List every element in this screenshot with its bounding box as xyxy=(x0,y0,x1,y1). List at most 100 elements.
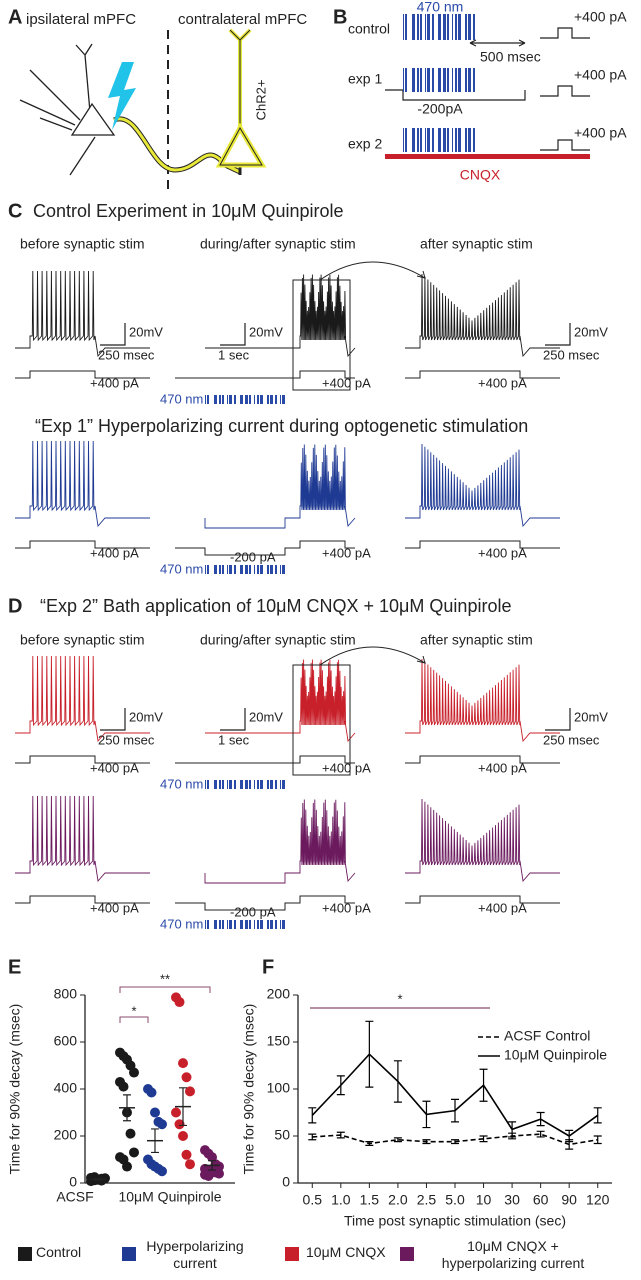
light-pulse xyxy=(432,128,434,152)
error-bar xyxy=(593,1107,602,1124)
scale-bar xyxy=(545,708,571,731)
light-pulse xyxy=(254,565,255,574)
hold-label: -200 pA xyxy=(230,904,276,919)
light-pulse xyxy=(447,128,449,152)
light-pulse xyxy=(227,920,228,929)
voltage-trace xyxy=(405,443,560,528)
x-group-label: ACSF xyxy=(56,1189,93,1205)
current-label: +400 pA xyxy=(574,9,627,25)
step-label: +400 pA xyxy=(478,375,527,390)
error-bar xyxy=(479,1135,488,1143)
light-pulse xyxy=(227,780,228,789)
light-pulse xyxy=(427,128,430,152)
y-tick-label: 0 xyxy=(69,1174,77,1190)
current-trace xyxy=(175,895,355,911)
zoom-arrow xyxy=(319,646,426,666)
legend-label: Control xyxy=(36,1244,82,1260)
column-title: during/after synaptic stim xyxy=(200,632,356,648)
light-pulse xyxy=(270,780,273,789)
current-trace xyxy=(405,895,560,904)
light-pulse xyxy=(240,565,243,574)
light-pulse xyxy=(468,128,471,152)
light-pulse xyxy=(455,14,457,40)
light-pulse xyxy=(275,920,277,929)
light-pulse xyxy=(270,565,273,574)
step-label: +400 pA xyxy=(322,375,371,390)
light-pulse xyxy=(260,395,263,404)
x-tick-label: 10 xyxy=(476,1192,492,1208)
light-label: 470 nm xyxy=(160,561,203,576)
sem-bar xyxy=(94,1177,102,1181)
light-pulse xyxy=(417,128,419,152)
light-pulse xyxy=(438,14,441,40)
error-bar xyxy=(365,1020,374,1088)
light-pulse xyxy=(403,68,404,92)
row-label: exp 2 xyxy=(348,136,382,152)
error-bar xyxy=(308,1107,317,1124)
light-pulse xyxy=(458,128,461,152)
data-point xyxy=(174,997,185,1008)
voltage-trace xyxy=(405,273,560,358)
data-point xyxy=(181,1149,192,1160)
light-label: 470 nm xyxy=(160,391,203,406)
scale-label: 250 msec xyxy=(98,732,155,747)
light-pulse xyxy=(458,14,461,40)
light-pulse xyxy=(452,128,453,152)
data-point xyxy=(122,1161,132,1172)
light-pulse xyxy=(280,780,281,789)
light-pulse xyxy=(458,68,461,92)
light-pulse xyxy=(405,68,407,92)
x-tick-label: 1.5 xyxy=(360,1192,380,1208)
zoom-arrow xyxy=(319,261,426,281)
light-pulse xyxy=(267,565,269,574)
column-title: after synaptic stim xyxy=(420,236,533,252)
light-pulse xyxy=(207,780,209,789)
legend-label: ACSF Control xyxy=(504,1028,590,1044)
step-label: +400 pA xyxy=(90,900,139,915)
y-axis-label: Time for 90% decay (msec) xyxy=(241,1004,257,1175)
region-label: ipsilateral mPFC xyxy=(26,11,136,28)
light-pulse xyxy=(280,920,281,929)
light-pulse xyxy=(260,920,263,929)
panel-label: D xyxy=(8,595,22,617)
light-pulse xyxy=(425,128,426,152)
zoom-box xyxy=(292,664,351,776)
current-trace xyxy=(405,755,560,764)
light-pulse xyxy=(257,565,259,574)
light-pulse xyxy=(432,14,434,40)
light-pulse xyxy=(427,68,430,92)
step-label: +400 pA xyxy=(90,760,139,775)
y-tick-label: 150 xyxy=(267,1033,291,1049)
legend-swatch xyxy=(285,1247,299,1261)
light-pulse xyxy=(219,395,221,404)
light-pulse xyxy=(432,68,434,92)
row-label: exp 1 xyxy=(348,71,382,87)
light-pulse xyxy=(205,395,206,404)
voltage-trace xyxy=(204,444,356,529)
data-point xyxy=(146,1087,157,1098)
drug-label: CNQX xyxy=(460,167,501,183)
legend-swatch xyxy=(122,1247,136,1261)
light-pulse xyxy=(412,68,415,92)
error-bar xyxy=(451,1098,459,1123)
data-point xyxy=(171,1107,181,1118)
step-label: +400 pA xyxy=(322,900,371,915)
error-bar xyxy=(479,1068,488,1102)
step-label: +400 pA xyxy=(478,900,527,915)
light-pulse xyxy=(229,565,232,574)
panel-label: E xyxy=(8,956,21,978)
y-tick-label: 50 xyxy=(274,1127,290,1143)
voltage-trace xyxy=(405,798,560,883)
neuron-diagram xyxy=(19,28,267,190)
light-pulse xyxy=(452,68,453,92)
light-pulse xyxy=(282,395,285,404)
light-pulse xyxy=(260,565,263,574)
current-trace xyxy=(175,540,355,556)
voltage-trace xyxy=(15,270,150,358)
scale-label: 250 msec xyxy=(543,347,600,362)
error-bar xyxy=(336,1075,345,1096)
light-pulse xyxy=(282,920,285,929)
x-tick-label: 5.0 xyxy=(445,1192,465,1208)
light-pulse xyxy=(234,920,236,929)
light-pulse xyxy=(473,68,475,92)
